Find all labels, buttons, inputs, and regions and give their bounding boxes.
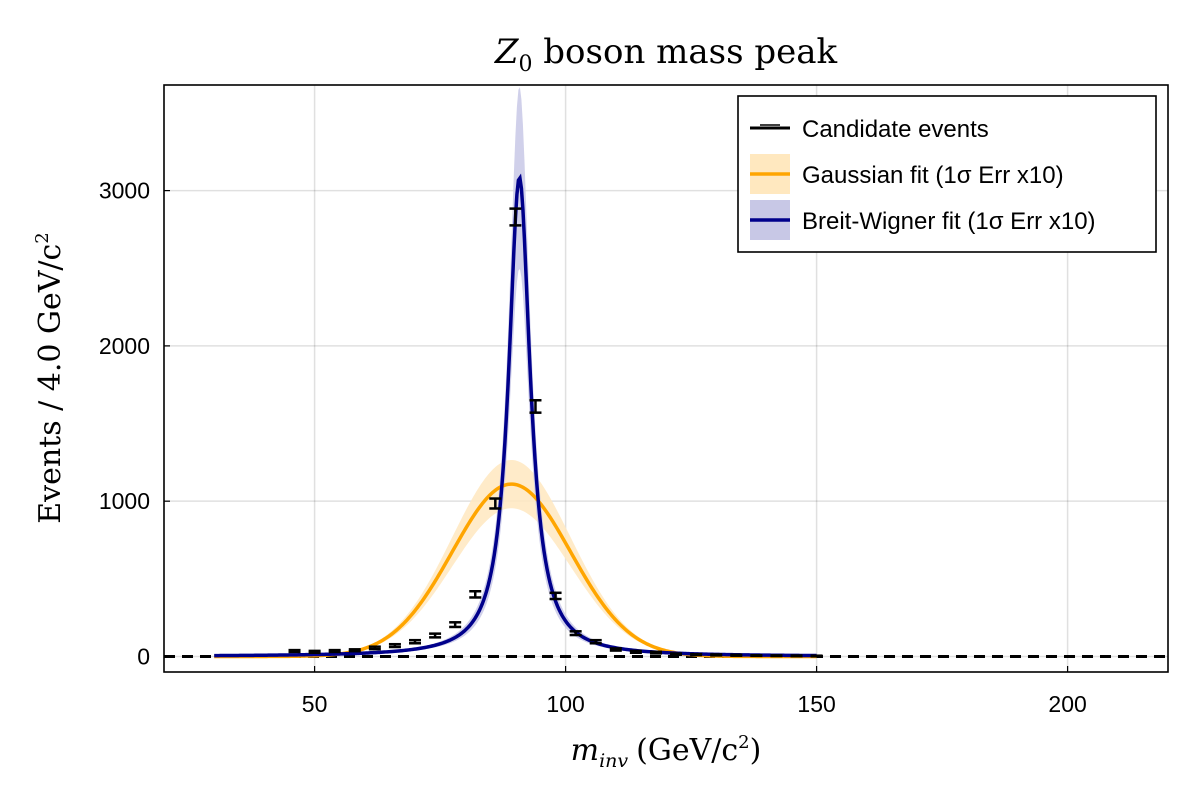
candidate-event-point bbox=[308, 649, 321, 654]
plot-frame bbox=[163, 84, 1169, 673]
y-tick-label: 2000 bbox=[99, 333, 150, 359]
chart-title: Z0 boson mass peak bbox=[494, 32, 838, 77]
y-axis-ticks: 0 1000 2000 3000 bbox=[99, 178, 170, 669]
x-tick-label: 50 bbox=[302, 691, 328, 717]
candidate-event-point bbox=[609, 647, 622, 652]
candidate-event-point bbox=[509, 207, 522, 227]
candidate-event-point bbox=[569, 630, 582, 637]
x-tick-label: 100 bbox=[546, 691, 584, 717]
legend-item-gaussian-fit: Gaussian fit (1σ Err x10) bbox=[750, 154, 1064, 194]
candidate-event-point bbox=[810, 654, 823, 658]
candidate-event-point bbox=[328, 648, 341, 654]
x-axis-ticks: 50 100 150 200 bbox=[302, 666, 1087, 717]
candidate-event-point bbox=[429, 632, 442, 639]
candidate-event-point bbox=[730, 653, 743, 657]
candidate-events bbox=[288, 207, 823, 658]
candidate-event-point bbox=[629, 649, 642, 654]
candidate-event-point bbox=[288, 648, 301, 654]
legend-label-gaussian-fit: Gaussian fit (1σ Err x10) bbox=[802, 162, 1064, 189]
legend-label-breit-wigner-fit: Breit-Wigner fit (1σ Err x10) bbox=[802, 208, 1096, 235]
legend: Candidate events Gaussian fit (1σ Err x1… bbox=[737, 95, 1157, 253]
gaussian-fit-band bbox=[214, 459, 817, 657]
candidate-event-point bbox=[489, 497, 502, 510]
candidate-event-point bbox=[710, 653, 723, 657]
legend-box bbox=[737, 95, 1157, 253]
x-axis-label: minv (GeV/c2) bbox=[571, 732, 762, 772]
candidate-event-point bbox=[529, 398, 542, 414]
legend-item-candidate-events: Candidate events bbox=[750, 116, 989, 143]
candidate-event-point bbox=[549, 591, 562, 601]
y-axis-label: Events / 4.0 GeV/c2 bbox=[32, 232, 68, 524]
candidate-event-point bbox=[790, 654, 803, 658]
candidate-event-point bbox=[670, 652, 683, 657]
legend-label-candidate-events: Candidate events bbox=[802, 116, 989, 143]
legend-item-breit-wigner-fit: Breit-Wigner fit (1σ Err x10) bbox=[750, 200, 1096, 240]
y-tick-label: 0 bbox=[137, 643, 150, 669]
candidate-event-point bbox=[589, 638, 602, 645]
candidate-event-point bbox=[649, 650, 662, 655]
x-tick-label: 200 bbox=[1048, 691, 1086, 717]
candidate-event-point bbox=[388, 642, 401, 649]
candidate-event-point bbox=[348, 648, 361, 653]
candidate-event-point bbox=[449, 621, 462, 629]
candidate-event-point bbox=[469, 589, 482, 599]
candidate-event-point bbox=[409, 638, 421, 645]
candidate-event-point bbox=[690, 652, 703, 657]
y-tick-label: 1000 bbox=[99, 488, 150, 514]
candidate-event-point bbox=[368, 645, 381, 651]
y-tick-label: 3000 bbox=[99, 178, 150, 204]
candidate-event-point bbox=[750, 653, 763, 658]
candidate-event-point bbox=[770, 654, 783, 658]
x-tick-label: 150 bbox=[797, 691, 835, 717]
